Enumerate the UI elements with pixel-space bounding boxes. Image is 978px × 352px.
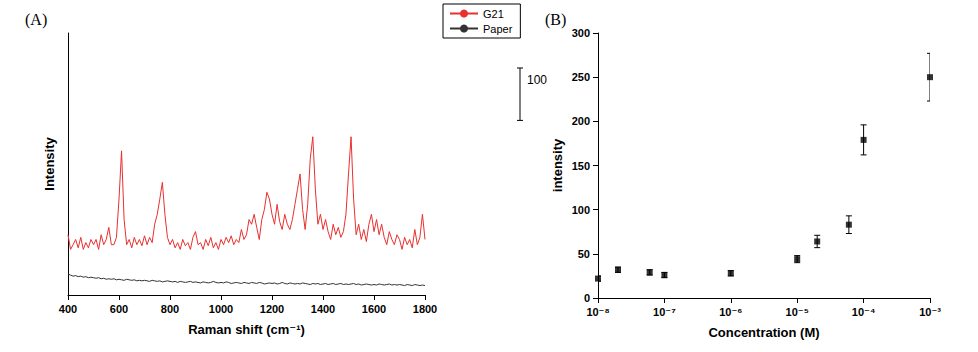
svg-text:10⁻⁵: 10⁻⁵ — [786, 306, 809, 318]
svg-text:150: 150 — [572, 160, 590, 172]
svg-text:G21: G21 — [483, 8, 504, 20]
svg-text:50: 50 — [578, 248, 590, 260]
svg-text:(B): (B) — [545, 11, 566, 29]
svg-text:100: 100 — [527, 73, 547, 87]
svg-text:100: 100 — [572, 204, 590, 216]
svg-text:10⁻⁷: 10⁻⁷ — [653, 306, 676, 318]
svg-text:Raman shift (cm⁻¹): Raman shift (cm⁻¹) — [188, 322, 305, 337]
svg-text:Intensity: Intensity — [42, 137, 57, 191]
svg-text:400: 400 — [59, 303, 77, 315]
svg-text:10⁻³: 10⁻³ — [919, 306, 941, 318]
svg-text:1200: 1200 — [260, 303, 284, 315]
svg-text:800: 800 — [161, 303, 179, 315]
svg-text:1000: 1000 — [209, 303, 233, 315]
svg-text:1400: 1400 — [311, 303, 335, 315]
svg-text:Concentration (M): Concentration (M) — [708, 325, 819, 340]
svg-text:10⁻⁴: 10⁻⁴ — [852, 306, 875, 318]
svg-text:intensity: intensity — [550, 138, 565, 192]
svg-text:250: 250 — [572, 71, 590, 83]
svg-text:300: 300 — [572, 27, 590, 39]
svg-text:(A): (A) — [25, 11, 47, 29]
svg-text:1800: 1800 — [413, 303, 437, 315]
svg-text:10⁻⁸: 10⁻⁸ — [586, 306, 609, 318]
svg-text:10⁻⁶: 10⁻⁶ — [719, 306, 742, 318]
svg-text:600: 600 — [110, 303, 128, 315]
svg-text:Paper: Paper — [483, 23, 513, 35]
svg-text:200: 200 — [572, 115, 590, 127]
svg-text:1600: 1600 — [362, 303, 386, 315]
svg-text:0: 0 — [584, 292, 590, 304]
